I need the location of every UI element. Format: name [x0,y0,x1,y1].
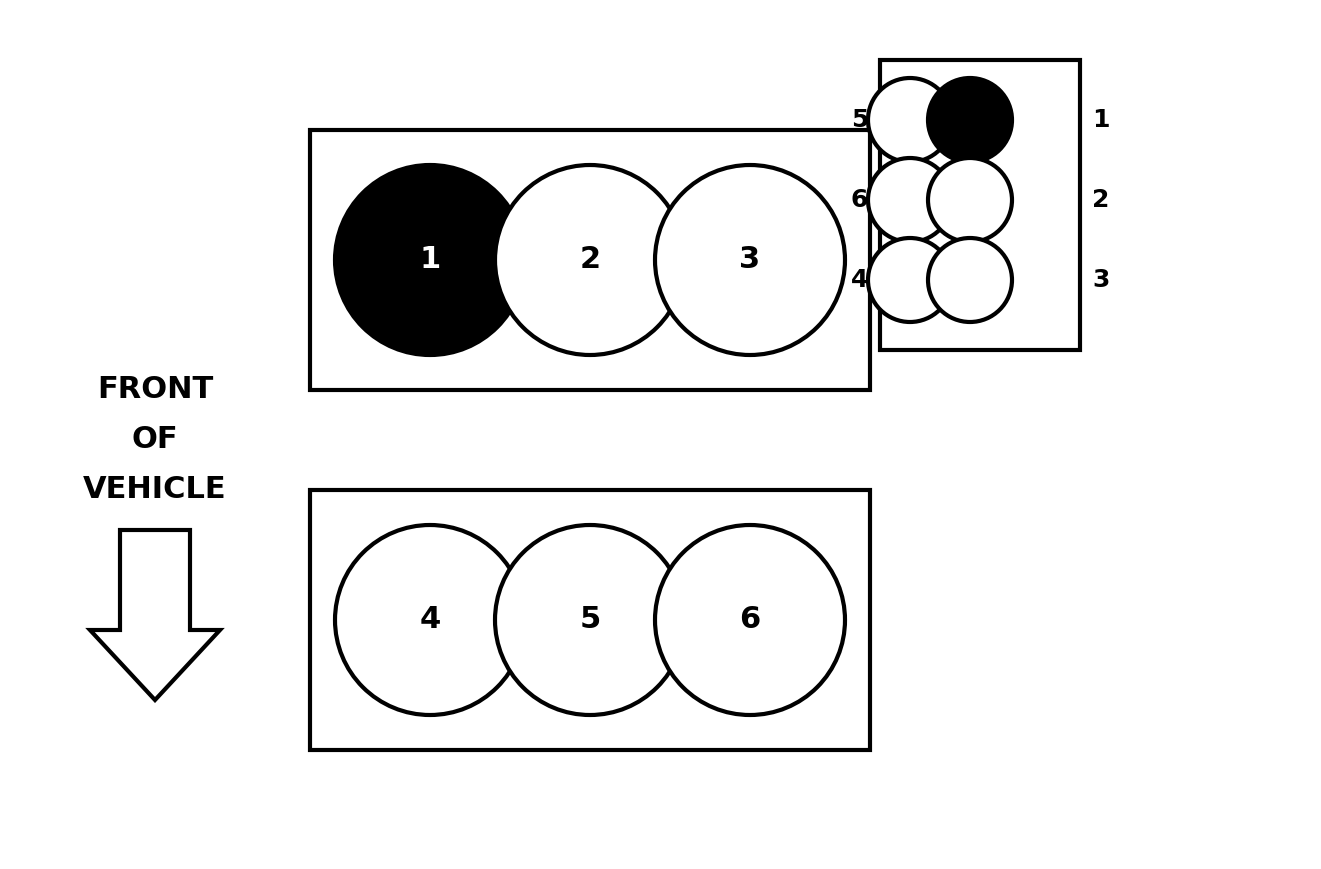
Circle shape [336,525,524,715]
Circle shape [336,165,524,355]
Text: 6: 6 [740,606,761,634]
Circle shape [495,165,686,355]
Circle shape [868,158,952,242]
Bar [310,490,871,750]
Text: 1: 1 [419,246,441,275]
Text: 4: 4 [419,606,441,634]
Circle shape [927,78,1012,162]
Bar [880,60,1081,350]
Circle shape [655,525,845,715]
Polygon shape [90,530,221,700]
Text: 2: 2 [1092,188,1110,212]
Text: 1: 1 [1092,108,1110,132]
Text: 2: 2 [580,246,601,275]
Circle shape [868,238,952,322]
Text: 3: 3 [1092,268,1110,292]
Text: FRONT: FRONT [96,375,213,404]
Text: 3: 3 [740,246,761,275]
Text: 5: 5 [851,108,868,132]
Circle shape [927,238,1012,322]
Text: 5: 5 [580,606,601,634]
Text: 6: 6 [851,188,868,212]
Circle shape [868,78,952,162]
Text: OF: OF [132,426,178,454]
Text: 4: 4 [851,268,868,292]
Circle shape [655,165,845,355]
Text: VEHICLE: VEHICLE [83,475,227,505]
Circle shape [927,158,1012,242]
Circle shape [495,525,686,715]
Bar [310,130,871,390]
